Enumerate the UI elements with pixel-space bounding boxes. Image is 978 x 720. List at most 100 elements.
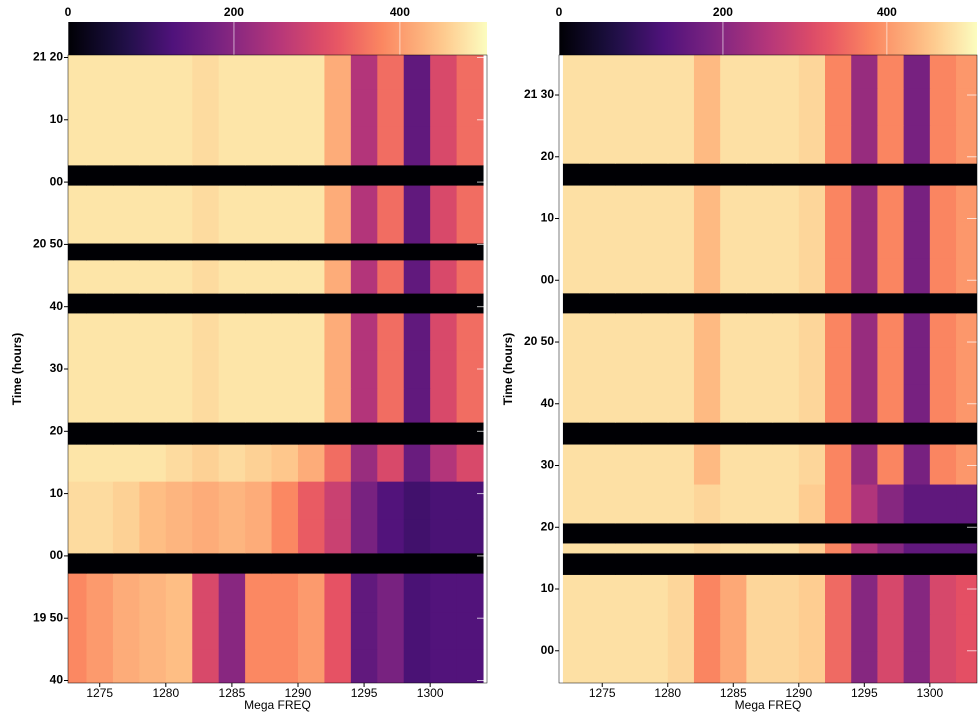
cell — [245, 212, 273, 244]
cell — [615, 384, 643, 423]
cell — [456, 293, 484, 314]
colorbar-tick-label: 200 — [713, 5, 733, 19]
cell — [350, 518, 378, 554]
x-tick-label: 1285 — [720, 686, 747, 700]
cell — [877, 444, 905, 485]
cell — [615, 484, 643, 524]
cell — [350, 293, 378, 314]
cell — [589, 220, 616, 259]
cell — [589, 384, 616, 423]
cell — [86, 312, 114, 351]
cell — [68, 164, 88, 186]
cell — [324, 422, 352, 445]
cell — [693, 384, 721, 423]
cell — [851, 444, 878, 485]
cell — [377, 611, 405, 650]
cell — [403, 481, 431, 520]
x-tick-label: 1280 — [152, 686, 179, 700]
cell — [798, 650, 826, 683]
cell — [165, 422, 193, 445]
cell — [112, 126, 140, 166]
cell — [86, 387, 114, 423]
cell — [430, 422, 458, 445]
cell — [825, 346, 852, 385]
cell — [245, 649, 273, 683]
cell — [956, 542, 977, 554]
cell — [139, 126, 167, 166]
cell — [562, 124, 590, 164]
cell — [825, 163, 852, 186]
cell — [772, 220, 800, 259]
y-tick-label: 21 20 — [33, 50, 63, 64]
cell — [218, 126, 246, 166]
cell — [641, 444, 669, 485]
cell — [667, 552, 695, 575]
cell — [324, 350, 352, 389]
cell — [271, 243, 299, 261]
cell — [218, 350, 246, 389]
cell — [615, 55, 643, 89]
cell — [139, 444, 167, 482]
cell — [877, 55, 905, 89]
cell — [271, 350, 299, 389]
cell — [68, 573, 88, 613]
x-tick-label: 1295 — [351, 686, 378, 700]
y-tick-label: 00 — [50, 548, 64, 562]
cell — [456, 312, 484, 351]
cell — [720, 346, 747, 385]
cell — [350, 312, 378, 351]
cell — [693, 185, 721, 222]
cell — [324, 126, 352, 166]
cell — [956, 613, 977, 652]
cell — [245, 88, 273, 127]
cell — [165, 243, 193, 261]
cell — [297, 88, 325, 127]
cell — [297, 293, 325, 314]
cell — [350, 573, 378, 613]
cell — [693, 542, 721, 554]
cell — [693, 444, 721, 485]
cell — [851, 346, 878, 385]
cell — [693, 552, 721, 575]
y-tick-label: 19 50 — [33, 610, 63, 624]
cell — [693, 220, 721, 259]
cell — [851, 185, 878, 222]
cell — [956, 55, 977, 89]
cell — [929, 163, 957, 186]
cell — [403, 243, 431, 261]
cell — [720, 650, 747, 683]
cell — [430, 55, 458, 90]
cell — [324, 164, 352, 186]
cell — [139, 387, 167, 423]
cell — [903, 422, 931, 445]
cell — [350, 422, 378, 445]
cell — [245, 444, 273, 482]
cell — [192, 243, 220, 261]
y-tick-label: 30 — [541, 458, 555, 472]
cell — [929, 552, 957, 575]
cell — [165, 185, 193, 213]
y-tick-label: 20 50 — [524, 334, 554, 348]
cell — [851, 613, 878, 652]
cell — [929, 346, 957, 385]
cell — [350, 552, 378, 574]
cell — [562, 55, 590, 89]
cell — [86, 259, 114, 294]
cell — [192, 518, 220, 554]
cell — [798, 258, 826, 294]
x-tick-label: 1285 — [219, 686, 246, 700]
cell — [403, 611, 431, 650]
cell — [641, 384, 669, 423]
cell — [851, 220, 878, 259]
cell — [350, 649, 378, 683]
heatmap — [562, 55, 977, 683]
cell — [68, 649, 88, 683]
cell — [956, 292, 977, 314]
y-tick-label: 40 — [50, 673, 64, 687]
cell — [798, 220, 826, 259]
cell — [956, 312, 977, 348]
cell — [589, 444, 616, 485]
cell — [720, 87, 747, 126]
cell — [798, 346, 826, 385]
cell — [956, 484, 977, 524]
